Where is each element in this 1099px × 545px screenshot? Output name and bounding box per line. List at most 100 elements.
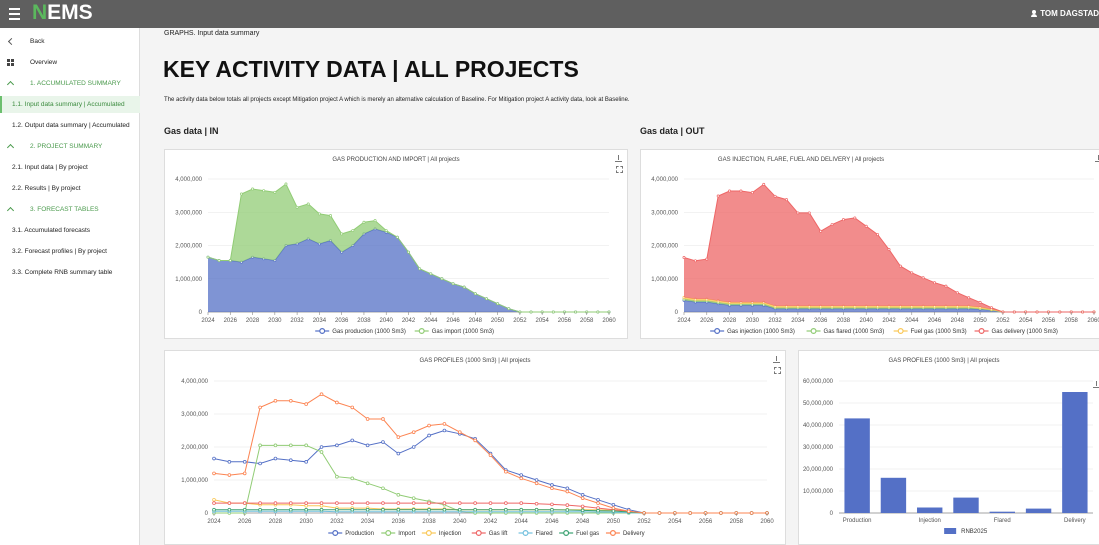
data-point <box>381 486 385 491</box>
sidebar-overview[interactable]: Overview <box>0 54 140 71</box>
download-icon[interactable] <box>773 356 781 364</box>
chart-injection-delivery: 0 1,000,000 2,000,000 3,000,000 4,000,000 202… <box>651 177 1099 335</box>
legend-marker <box>714 328 721 335</box>
data-point <box>262 189 266 193</box>
data-point <box>496 302 500 306</box>
legend-label: Gas injection (1000 Sm3) <box>727 329 795 335</box>
data-point <box>580 504 585 509</box>
fullscreen-icon[interactable] <box>774 367 781 374</box>
data-point <box>427 423 431 428</box>
data-point <box>319 507 324 512</box>
chart-card-gas-profiles-bar: GAS PROFILES (1000 Sm3) | All projects 0… <box>798 350 1099 545</box>
legend-label: Fuel gas <box>576 531 599 537</box>
data-point <box>407 250 410 254</box>
data-point <box>519 476 524 481</box>
data-point <box>705 257 709 261</box>
data-point <box>473 507 477 512</box>
legend-marker <box>319 328 326 335</box>
chevron-up-icon <box>6 80 15 89</box>
app-logo[interactable]: NEMS <box>32 1 93 24</box>
data-point <box>807 211 811 215</box>
legend-label: Flared <box>536 531 553 537</box>
y-tick-label: 3,000,000 <box>175 210 202 216</box>
sidebar-item-rnb-summary[interactable]: 3.3. Complete RNB summary table <box>12 269 113 276</box>
x-tick-label: 2042 <box>402 318 416 324</box>
sidebar-item-forecast-profiles[interactable]: 3.2. Forecast profiles | By project <box>12 248 107 255</box>
y-tick-label: 40,000,000 <box>803 423 834 429</box>
data-point <box>1081 310 1085 314</box>
data-point <box>258 443 262 448</box>
user-menu[interactable]: TOM DAGSTAD <box>1031 9 1099 18</box>
y-tick-label: 30,000,000 <box>803 445 834 451</box>
x-tick-label: 2046 <box>446 318 460 324</box>
x-tick-label: 2028 <box>246 318 260 324</box>
data-point <box>212 501 216 505</box>
data-point <box>574 310 578 314</box>
data-point <box>427 433 431 438</box>
sidebar-section-forecast[interactable]: 3. FORECAST TABLES <box>0 201 140 218</box>
data-point <box>488 507 493 512</box>
data-point <box>682 256 686 259</box>
x-tick-label: 2060 <box>602 318 616 324</box>
data-point <box>381 507 385 512</box>
sidebar-item-results-by-project[interactable]: 2.2. Results | By project <box>12 185 81 192</box>
sidebar-section-accumulated[interactable]: 1. ACCUMULATED SUMMARY <box>0 75 140 92</box>
data-point <box>534 501 539 506</box>
legend-label: Gas delivery (1000 Sm3) <box>992 329 1058 335</box>
data-point <box>365 507 370 512</box>
data-point <box>519 473 524 477</box>
x-tick-label: 2026 <box>700 318 714 324</box>
sidebar: Back Overview 1. ACCUMULATED SUMMARY 1.1… <box>0 28 140 545</box>
data-point <box>258 405 262 410</box>
data-point <box>485 297 488 301</box>
x-tick-label: 2058 <box>580 318 594 324</box>
x-tick-label: 2038 <box>837 318 851 324</box>
sidebar-item-input-by-project[interactable]: 2.1. Input data | By project <box>12 164 88 171</box>
menu-icon[interactable] <box>9 8 20 20</box>
data-point <box>212 507 216 512</box>
data-point <box>990 306 993 310</box>
download-icon[interactable] <box>615 155 623 163</box>
legend-swatch <box>944 528 957 534</box>
data-point <box>350 476 355 481</box>
legend-item: Flared <box>518 530 553 537</box>
data-point <box>978 300 982 304</box>
bar <box>917 507 943 513</box>
data-point <box>381 417 385 421</box>
sidebar-section-project[interactable]: 2. PROJECT SUMMARY <box>0 138 140 155</box>
chart-title: GAS PRODUCTION AND IMPORT | All projects <box>332 157 460 163</box>
fullscreen-icon[interactable] <box>616 166 623 173</box>
data-point <box>442 428 447 433</box>
y-tick-label: 1,000,000 <box>651 277 678 283</box>
data-point <box>350 438 355 443</box>
x-tick-label: 2032 <box>290 318 304 324</box>
legend-marker <box>385 530 392 537</box>
data-point <box>411 507 416 512</box>
x-tick-label: 2052 <box>996 318 1010 324</box>
chart-gas-profiles: 0 1,000,000 2,000,000 3,000,000 4,000,000 202… <box>181 379 774 537</box>
sidebar-item-output-summary[interactable]: 1.2. Output data summary | Accumulated <box>12 122 130 129</box>
data-point <box>427 501 431 505</box>
data-point <box>411 501 416 505</box>
legend-item: Import <box>381 530 416 537</box>
data-point <box>319 450 324 454</box>
data-point <box>473 438 477 443</box>
data-point <box>1035 310 1039 314</box>
y-tick-label: 50,000,000 <box>803 401 834 407</box>
legend-label: Gas production (1000 Sm3) <box>332 329 406 335</box>
download-icon[interactable] <box>1093 381 1099 389</box>
x-tick-label: 2046 <box>545 519 559 525</box>
sidebar-item-input-summary[interactable]: 1.1. Input data summary | Accumulated <box>0 96 140 113</box>
sidebar-item-accumulated-forecasts[interactable]: 3.1. Accumulated forecasts <box>12 227 91 234</box>
data-point <box>289 501 293 505</box>
y-tick-label: 4,000,000 <box>181 379 208 385</box>
legend-marker <box>475 530 482 537</box>
data-point <box>504 507 508 512</box>
sidebar-back[interactable]: Back <box>0 33 140 50</box>
data-point <box>550 502 554 507</box>
data-point <box>340 232 344 236</box>
data-point <box>967 296 971 300</box>
y-tick-label: 1,000,000 <box>181 478 208 484</box>
data-point <box>206 255 210 259</box>
x-tick-label: 2052 <box>513 318 527 324</box>
